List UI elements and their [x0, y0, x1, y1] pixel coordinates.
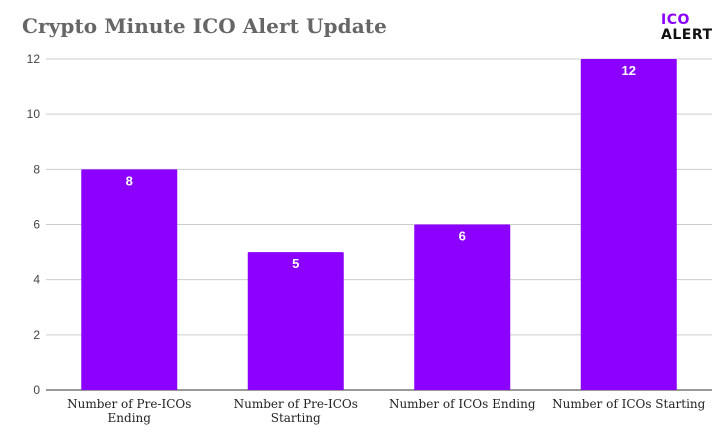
bar	[247, 252, 344, 390]
x-tick-label: Starting	[271, 411, 321, 425]
y-tick-label: 12	[27, 52, 41, 66]
ico-alert-logo: ICO ALERT	[661, 11, 713, 45]
bar	[81, 169, 178, 390]
y-tick-label: 0	[33, 383, 40, 397]
bar	[414, 224, 511, 390]
data-label: 8	[126, 173, 133, 188]
x-tick-label: Number of Pre-ICOs	[234, 397, 358, 411]
y-tick-label: 4	[33, 273, 40, 287]
x-tick-label: Number of Pre-ICOs	[67, 397, 191, 411]
x-tick-label: Ending	[108, 411, 152, 425]
data-label: 12	[622, 63, 636, 78]
chart-title: Crypto Minute ICO Alert Update	[22, 14, 387, 38]
logo-text-ico: ICO	[661, 12, 690, 28]
y-tick-label: 2	[33, 328, 40, 342]
y-tick-label: 10	[27, 107, 41, 121]
y-tick-label: 6	[33, 218, 40, 232]
bar	[580, 59, 677, 390]
data-label: 5	[292, 256, 299, 271]
x-tick-label: Number of ICOs Ending	[389, 397, 536, 411]
x-tick-label: Number of ICOs Starting	[552, 397, 705, 411]
logo-text-alert: ALERT	[661, 27, 713, 43]
y-tick-label: 8	[33, 162, 40, 176]
data-label: 6	[459, 229, 466, 244]
